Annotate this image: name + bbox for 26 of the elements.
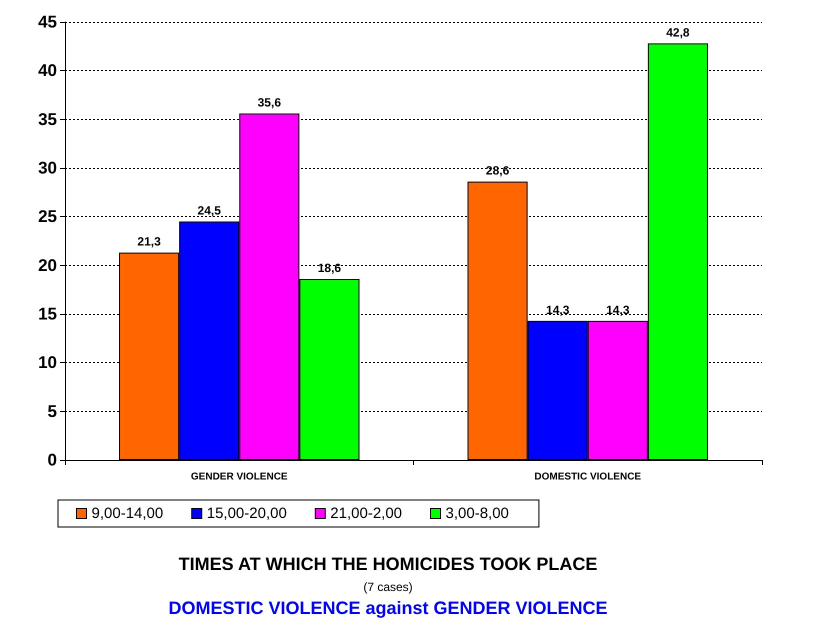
y-tick-label: 5 — [48, 402, 57, 421]
y-tick-label: 45 — [38, 12, 57, 32]
legend-label: 3,00-8,00 — [446, 505, 509, 522]
x-tick-label: DOMESTIC VIOLENCE — [534, 472, 642, 482]
text: (7 cases) — [363, 580, 413, 594]
data-label: 42,8 — [666, 25, 690, 40]
legend-label: 21,00-2,00 — [330, 505, 402, 522]
legend-label: 9,00-14,00 — [92, 505, 164, 522]
y-tick-label: 25 — [38, 207, 57, 226]
data-label: 28,6 — [486, 164, 510, 178]
x-tick-label: GENDER VIOLENCE — [190, 472, 288, 482]
data-label: 24,5 — [198, 204, 222, 218]
y-tick-label: 10 — [38, 353, 57, 372]
data-label: 14,3 — [606, 302, 630, 317]
text: DOMESTIC VIOLENCE against GENDER VIOLENCE — [168, 598, 608, 618]
text: TIMES AT WHICH THE HOMICIDES TOOK PLACE — [178, 554, 598, 574]
legend-label: 15,00-20,00 — [206, 505, 287, 522]
y-tick-label: 20 — [38, 256, 57, 275]
y-tick-label: 15 — [38, 304, 57, 324]
data-label: 35,6 — [258, 95, 282, 110]
y-tick-label: 0 — [48, 450, 57, 470]
data-label: 21,3 — [137, 234, 162, 249]
y-tick-label: 35 — [38, 110, 57, 129]
y-tick-label: 30 — [38, 158, 57, 178]
data-label: 14,3 — [546, 302, 570, 317]
y-tick-label: 40 — [38, 61, 57, 80]
